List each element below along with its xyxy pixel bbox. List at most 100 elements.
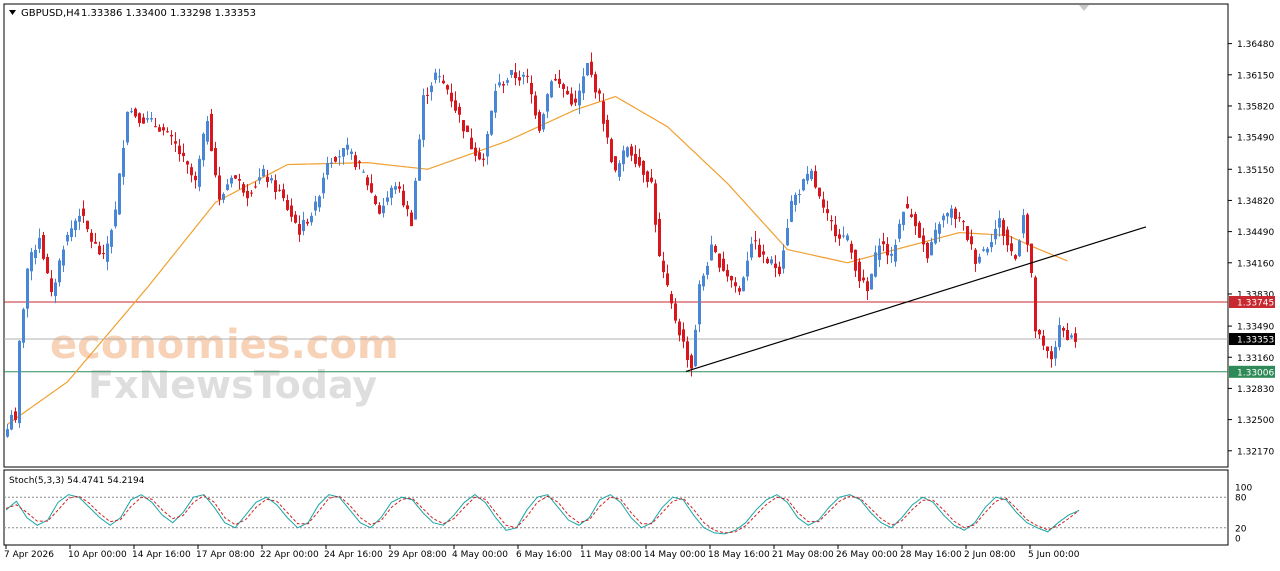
candle xyxy=(766,256,769,265)
candle xyxy=(314,195,317,216)
candle-body xyxy=(298,224,301,235)
candle-body xyxy=(418,139,421,181)
candle-body xyxy=(230,177,233,184)
candle-body xyxy=(722,258,725,271)
candle-body xyxy=(670,294,673,304)
resistance-level-label: 1.33745 xyxy=(1237,298,1274,308)
candle xyxy=(1014,254,1017,261)
candle-body xyxy=(734,282,737,287)
candle xyxy=(482,153,485,167)
candle-body xyxy=(338,156,341,158)
candle-body xyxy=(122,147,125,177)
candle xyxy=(670,290,673,309)
candle xyxy=(910,208,913,218)
candle xyxy=(262,165,265,178)
candle xyxy=(122,140,125,185)
candle xyxy=(830,215,833,231)
stoch-title: Stoch(5,3,3) 54.4741 54.2194 xyxy=(9,476,145,486)
candle-body xyxy=(538,112,541,131)
candle xyxy=(362,169,365,173)
candle-body xyxy=(646,171,649,183)
candle-body xyxy=(626,147,629,157)
candle xyxy=(898,219,901,243)
candle xyxy=(658,212,661,257)
candle xyxy=(486,131,489,165)
candle xyxy=(354,151,357,170)
candle-body xyxy=(14,411,17,421)
candle xyxy=(702,273,705,291)
candle-body xyxy=(518,77,521,81)
candle xyxy=(474,142,477,162)
candle xyxy=(982,246,985,252)
candle-body xyxy=(66,234,69,242)
candle xyxy=(442,74,445,85)
candle xyxy=(574,90,577,107)
candle-body xyxy=(430,85,433,93)
candle-body xyxy=(814,171,817,188)
ascending-trendline[interactable] xyxy=(685,226,1147,372)
candle xyxy=(298,215,301,242)
candle-body xyxy=(618,163,621,177)
candle xyxy=(578,83,581,114)
candle-body xyxy=(454,100,457,111)
candle xyxy=(74,218,77,238)
candle xyxy=(966,225,969,242)
candle-body xyxy=(662,260,665,273)
candle-body xyxy=(462,120,465,132)
candle xyxy=(726,264,729,282)
candle xyxy=(618,160,621,181)
candle-body xyxy=(502,84,505,86)
collapse-triangle-icon[interactable] xyxy=(9,10,16,15)
candle-body xyxy=(86,220,89,230)
candle-body xyxy=(486,134,489,157)
candle-body xyxy=(802,179,805,191)
candle-body xyxy=(834,224,837,237)
candle xyxy=(974,247,977,272)
candle xyxy=(522,71,525,85)
price-tick-label: 1.35820 xyxy=(1237,102,1274,112)
candle-body xyxy=(882,241,885,245)
candle xyxy=(10,410,13,431)
candle-body xyxy=(746,260,749,277)
candle xyxy=(870,273,873,290)
candle-body xyxy=(542,114,545,130)
candle-body xyxy=(150,118,153,120)
candle xyxy=(750,236,753,261)
candle xyxy=(550,79,553,99)
shift-marker-icon[interactable] xyxy=(1079,5,1089,11)
candle-body xyxy=(90,232,93,242)
candle xyxy=(998,210,1001,237)
candle xyxy=(586,62,589,77)
candle-body xyxy=(10,414,13,430)
candle xyxy=(958,212,961,222)
candle xyxy=(114,201,117,229)
candle xyxy=(306,218,309,226)
candle-body xyxy=(314,201,317,211)
candle xyxy=(774,255,777,278)
candle xyxy=(286,194,289,212)
candle xyxy=(454,91,457,113)
candle xyxy=(434,68,437,84)
candle-body xyxy=(190,167,193,176)
candle xyxy=(1026,212,1029,253)
stoch-level-label: 0 xyxy=(1235,535,1241,545)
candle-body xyxy=(522,74,525,77)
candle-body xyxy=(18,340,21,424)
candle-body xyxy=(782,250,785,269)
time-tick-label: 29 Apr 08:00 xyxy=(388,550,447,560)
candle-body xyxy=(590,61,593,75)
candle xyxy=(334,156,337,163)
candle xyxy=(1054,340,1057,366)
candle-body xyxy=(810,170,813,180)
candle xyxy=(846,233,849,242)
current-level-tag xyxy=(1229,333,1275,346)
candle-body xyxy=(874,252,877,277)
candle xyxy=(178,139,181,162)
candle-body xyxy=(886,244,889,256)
candle xyxy=(498,73,501,88)
candle-body xyxy=(114,209,117,227)
candle xyxy=(38,228,41,254)
candle-body xyxy=(74,220,77,231)
candle-body xyxy=(994,228,997,240)
